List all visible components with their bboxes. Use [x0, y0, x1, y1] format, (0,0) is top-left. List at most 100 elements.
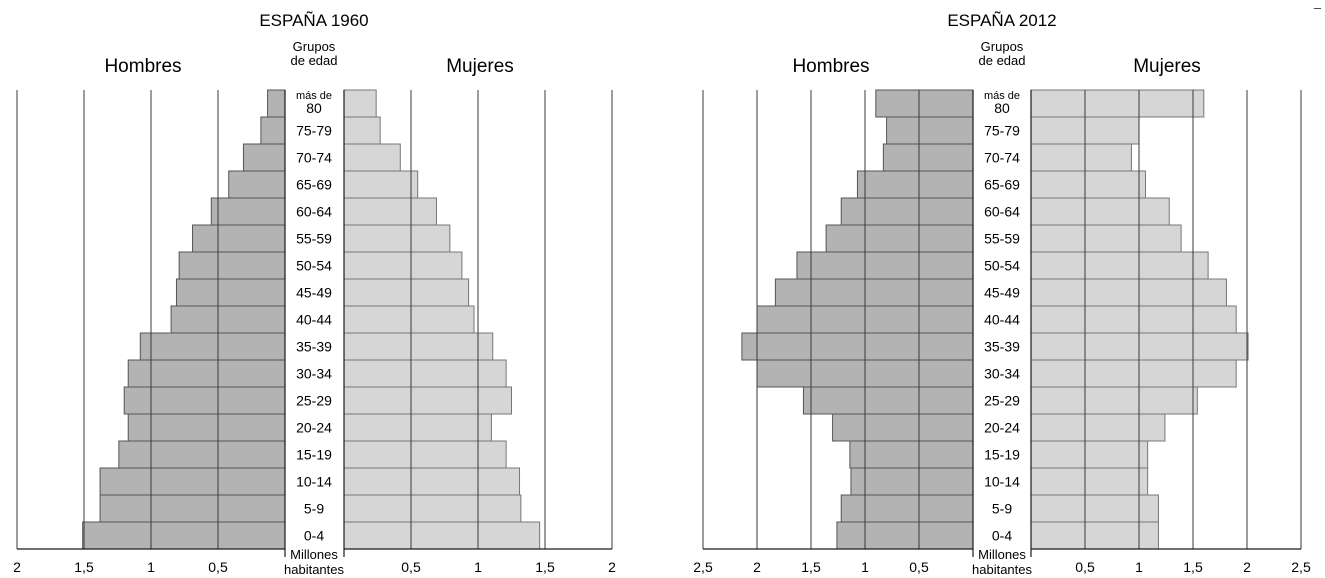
bar-hombres	[260, 116, 286, 145]
age-group-label: 10-14	[296, 474, 332, 490]
bar-mujeres	[343, 467, 521, 496]
tick-label-hombres: 0,5	[909, 559, 929, 575]
tick-label-mujeres: 1	[474, 559, 482, 575]
bar-mujeres	[1030, 413, 1166, 442]
bar-mujeres	[1030, 278, 1227, 307]
age-group-label: 45-49	[984, 285, 1020, 301]
tick-label-mujeres: 1,5	[535, 559, 555, 575]
age-group-label: 60-64	[984, 204, 1020, 220]
bar-hombres	[832, 413, 974, 442]
bar-hombres	[175, 278, 286, 307]
bar-mujeres	[1030, 251, 1209, 280]
age-group-label: 70-74	[984, 150, 1020, 166]
bar-mujeres	[343, 413, 492, 442]
bar-mujeres	[343, 332, 494, 361]
tick-label-hombres: 1,5	[74, 559, 94, 575]
tick-label-hombres: 1,5	[801, 559, 821, 575]
bar-hombres	[178, 251, 286, 280]
age-group-label: 25-29	[984, 393, 1020, 409]
bar-hombres	[127, 359, 286, 388]
bar-mujeres	[1030, 440, 1149, 469]
women-label: Mujeres	[1133, 56, 1201, 77]
bar-hombres	[840, 494, 974, 523]
age-group-label: 50-54	[984, 258, 1020, 274]
age-group-label: 70-74	[296, 150, 332, 166]
bar-mujeres	[1030, 305, 1237, 334]
bar-mujeres	[343, 170, 419, 199]
bar-mujeres	[343, 89, 377, 118]
age-group-label: 80	[306, 100, 322, 116]
bar-mujeres	[1030, 386, 1198, 415]
unit-label-line: habitantes	[284, 562, 344, 577]
bar-mujeres	[1030, 89, 1205, 118]
age-group-label: 0-4	[304, 528, 324, 544]
age-group-label: 45-49	[296, 285, 332, 301]
age-group-label: 15-19	[984, 447, 1020, 463]
age-groups-header-line: Grupos	[293, 39, 336, 54]
age-group-label: más de	[984, 90, 1020, 102]
bar-hombres	[875, 89, 974, 118]
age-groups-header-line: Grupos	[981, 39, 1024, 54]
tick-label-hombres: 1	[861, 559, 869, 575]
bar-hombres	[836, 521, 974, 550]
chart-title: ESPAÑA 2012	[947, 11, 1056, 30]
bar-mujeres	[1030, 467, 1149, 496]
tick-label-mujeres: 2,5	[1291, 559, 1311, 575]
bar-mujeres	[343, 494, 522, 523]
age-group-label: 80	[994, 100, 1010, 116]
age-group-label: 20-24	[296, 420, 332, 436]
bar-hombres	[82, 521, 286, 550]
bar-mujeres	[1030, 494, 1159, 523]
age-group-label: 5-9	[304, 501, 324, 517]
bar-hombres	[741, 332, 974, 361]
age-group-label: 30-34	[296, 366, 332, 382]
bar-mujeres	[343, 251, 463, 280]
age-group-label: 10-14	[984, 474, 1020, 490]
bar-mujeres	[1030, 197, 1170, 226]
men-label: Hombres	[792, 56, 869, 77]
age-group-label: 40-44	[296, 312, 332, 328]
tick-label-mujeres: 0,5	[401, 559, 421, 575]
tick-label-mujeres: 1	[1135, 559, 1143, 575]
bar-hombres	[882, 143, 974, 172]
bar-mujeres	[343, 197, 437, 226]
corner-mark: –	[1313, 0, 1321, 15]
bar-mujeres	[343, 116, 381, 145]
tick-label-hombres: 2,5	[693, 559, 713, 575]
bar-hombres	[139, 332, 286, 361]
bar-mujeres	[343, 386, 512, 415]
bar-mujeres	[343, 278, 470, 307]
bar-hombres	[825, 224, 974, 253]
bar-hombres	[127, 413, 286, 442]
bar-mujeres	[343, 224, 451, 253]
age-group-label: 25-29	[296, 393, 332, 409]
grid-lines	[702, 90, 1302, 549]
bar-mujeres	[343, 305, 475, 334]
tick-label-hombres: 2	[753, 559, 761, 575]
bar-hombres	[99, 467, 286, 496]
age-group-label: 65-69	[984, 177, 1020, 193]
bar-hombres	[192, 224, 286, 253]
age-group-label: 15-19	[296, 447, 332, 463]
age-groups-header-line: de edad	[979, 53, 1026, 68]
bar-mujeres	[1030, 359, 1237, 388]
tick-label-hombres: 2	[13, 559, 21, 575]
bar-mujeres	[1030, 332, 1249, 361]
age-group-label: 75-79	[296, 123, 332, 139]
tick-label-mujeres: 2	[1243, 559, 1251, 575]
bar-hombres	[886, 116, 974, 145]
bar-hombres	[849, 440, 974, 469]
age-group-label: 5-9	[992, 501, 1012, 517]
chart-title: ESPAÑA 1960	[259, 11, 368, 30]
tick-label-mujeres: 1,5	[1183, 559, 1203, 575]
bar-hombres	[774, 278, 974, 307]
bar-hombres	[796, 251, 974, 280]
bar-mujeres	[343, 143, 401, 172]
age-group-label: 55-59	[984, 231, 1020, 247]
bar-hombres	[802, 386, 974, 415]
bar-hombres	[118, 440, 286, 469]
tick-label-mujeres: 2	[608, 559, 616, 575]
age-group-label: 40-44	[984, 312, 1020, 328]
